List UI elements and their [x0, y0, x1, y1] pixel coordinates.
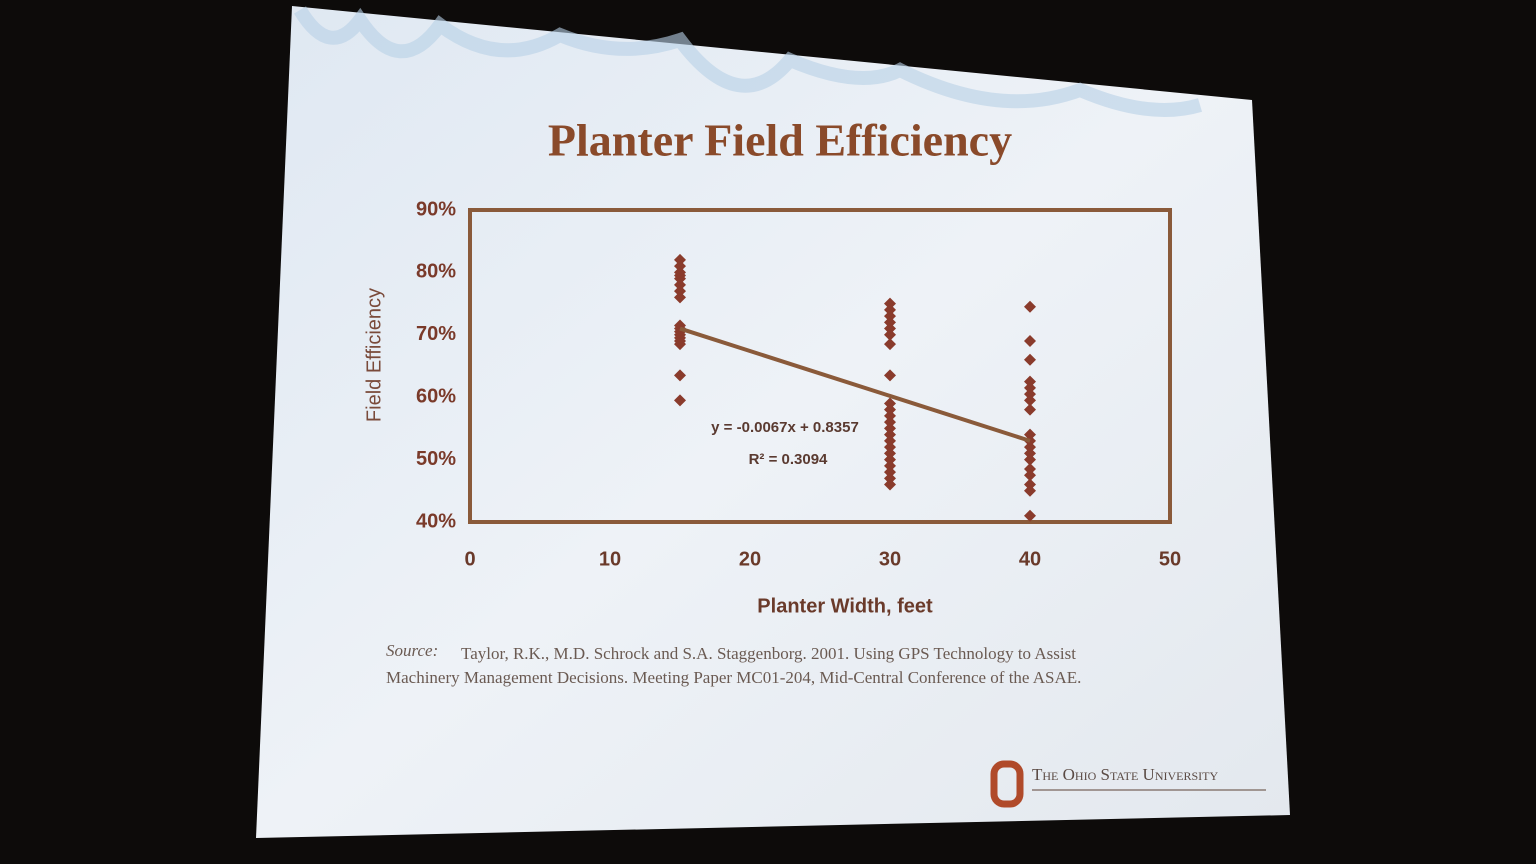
r-squared: R² = 0.3094	[749, 451, 828, 468]
source-label: Source:	[386, 641, 438, 660]
data-point	[1024, 403, 1036, 416]
source-line: Machinery Management Decisions. Meeting …	[386, 668, 1081, 687]
data-point	[1024, 428, 1036, 441]
x-tick-label: 0	[464, 548, 475, 570]
x-tick-label: 20	[739, 548, 761, 570]
y-tick-label: 50%	[416, 448, 456, 470]
data-point	[1024, 441, 1036, 454]
data-point	[884, 409, 896, 422]
data-point	[884, 428, 896, 441]
data-point	[884, 338, 896, 351]
data-point	[674, 285, 686, 298]
logo-mark	[990, 760, 1024, 808]
data-point	[1024, 462, 1036, 475]
data-point	[1024, 447, 1036, 460]
data-point	[884, 316, 896, 329]
x-tick-label: 50	[1159, 548, 1181, 570]
y-tick-label: 40%	[416, 510, 456, 532]
data-point	[884, 466, 896, 479]
data-point	[884, 472, 896, 485]
data-point	[1024, 478, 1036, 491]
data-point	[884, 441, 896, 454]
data-point	[884, 369, 896, 382]
chart-title: Planter Field Efficiency	[548, 115, 1012, 166]
data-point	[884, 397, 896, 410]
data-point	[884, 328, 896, 341]
data-point	[884, 303, 896, 316]
data-point	[1024, 469, 1036, 482]
data-point	[884, 310, 896, 323]
data-point	[674, 260, 686, 273]
x-tick-label: 30	[879, 548, 901, 570]
data-point	[884, 453, 896, 466]
x-axis-label: Planter Width, feet	[757, 595, 933, 617]
slide-decoration	[293, 6, 1203, 117]
data-point	[884, 322, 896, 335]
data-point	[1024, 509, 1036, 522]
data-point	[1024, 300, 1036, 313]
data-point	[1024, 381, 1036, 394]
plot-frame	[468, 208, 1172, 524]
y-tick-label: 70%	[416, 323, 456, 345]
data-point	[674, 253, 686, 266]
source-line: Taylor, R.K., M.D. Schrock and S.A. Stag…	[461, 644, 1076, 663]
data-point	[884, 478, 896, 491]
x-tick-label: 40	[1019, 548, 1041, 570]
slide	[256, 6, 1290, 838]
data-point	[884, 422, 896, 435]
data-point	[884, 403, 896, 416]
data-point	[1024, 353, 1036, 366]
y-tick-label: 60%	[416, 385, 456, 407]
data-point	[674, 291, 686, 304]
logo-text: The Ohio State University	[1032, 765, 1218, 784]
data-point	[1024, 453, 1036, 466]
data-point	[674, 338, 686, 351]
data-point	[1024, 394, 1036, 407]
data-point	[1024, 388, 1036, 401]
data-point	[884, 416, 896, 429]
y-tick-label: 80%	[416, 261, 456, 283]
data-point	[884, 434, 896, 447]
data-point	[884, 297, 896, 310]
y-tick-label: 90%	[416, 198, 456, 220]
data-point	[674, 394, 686, 407]
y-axis-label: Field Efficiency	[363, 288, 385, 422]
data-point	[884, 459, 896, 472]
trend-equation: y = -0.0067x + 0.8357	[711, 419, 859, 436]
trendline	[679, 326, 1031, 443]
data-point	[1024, 375, 1036, 388]
data-point	[1024, 335, 1036, 348]
data-point	[674, 272, 686, 285]
data-point	[674, 278, 686, 291]
data-point	[674, 369, 686, 382]
x-tick-label: 10	[599, 548, 621, 570]
data-point	[1024, 484, 1036, 497]
data-point	[884, 447, 896, 460]
